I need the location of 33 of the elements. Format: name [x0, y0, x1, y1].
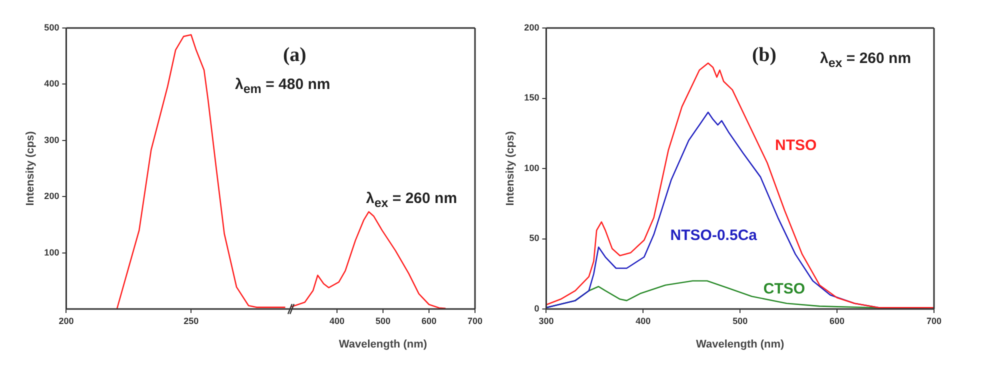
annotation: λ$_{ex}$ = 260 nm [366, 190, 458, 210]
y-tick-label: 300 [44, 134, 60, 145]
x-tick-label: 300 [538, 316, 554, 326]
y-tick-label: 200 [524, 22, 540, 32]
x-tick-label: 700 [926, 316, 942, 326]
x-tick-label: 600 [830, 316, 845, 326]
x-tick-label: 700 [467, 316, 483, 326]
y-tick-label: 50 [529, 233, 540, 244]
series-label: NTSO [775, 137, 818, 154]
annotation: λ$_{ex}$ = 260 nm [820, 50, 912, 70]
annotation: (a) [283, 44, 306, 67]
x-tick-label: 250 [184, 316, 199, 326]
y-axis-title: Intensity (cps) [24, 130, 37, 206]
y-tick-label: 200 [44, 191, 60, 202]
x-tick-label: 400 [329, 316, 345, 326]
x-axis-title: Wavelength (nm) [338, 338, 428, 350]
annotation: λ$_{em}$ = 480 nm [235, 76, 330, 96]
y-tick-label: 500 [44, 22, 60, 32]
y-tick-label: 0 [534, 303, 540, 314]
x-tick-label: 500 [375, 316, 391, 326]
series-label: NTSO-0.5Ca [670, 227, 758, 244]
x-tick-label: 200 [58, 316, 74, 326]
x-tick-label: 500 [732, 316, 748, 326]
x-tick-label: 600 [421, 316, 437, 326]
y-tick-label: 150 [524, 92, 540, 103]
x-tick-label: 400 [636, 316, 651, 326]
y-axis-title: Intensity (cps) [504, 130, 517, 206]
y-tick-label: 100 [524, 162, 540, 173]
y-tick-label: 100 [44, 247, 60, 258]
y-tick-label: 400 [44, 78, 60, 89]
annotation: (b) [752, 44, 776, 67]
series-label: CTSO [763, 280, 806, 298]
x-axis-title: Wavelength (nm) [696, 338, 785, 350]
